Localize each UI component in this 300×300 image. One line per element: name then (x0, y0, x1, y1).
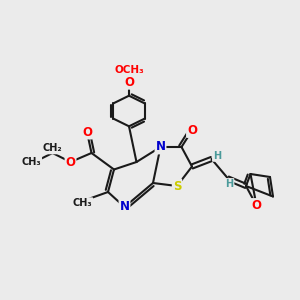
Text: S: S (173, 179, 181, 193)
Text: H: H (213, 151, 221, 161)
Text: OCH₃: OCH₃ (114, 64, 144, 75)
Text: O: O (124, 76, 134, 89)
Text: N: N (155, 140, 166, 154)
Text: CH₂: CH₂ (43, 143, 62, 154)
Text: O: O (251, 199, 262, 212)
Text: O: O (65, 155, 76, 169)
Text: H: H (225, 179, 234, 189)
Text: CH₃: CH₃ (22, 157, 41, 167)
Text: CH₃: CH₃ (73, 198, 92, 208)
Text: N: N (119, 200, 130, 214)
Text: O: O (187, 124, 197, 137)
Text: O: O (82, 125, 92, 139)
